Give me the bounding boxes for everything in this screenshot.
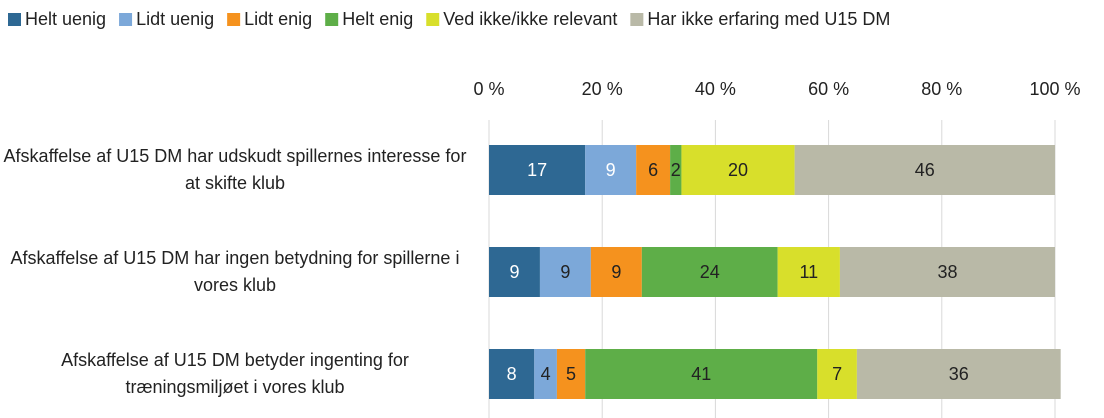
value-label: 8 [507, 364, 517, 384]
x-tick-label: 100 % [1029, 79, 1080, 99]
legend-label: Lidt uenig [136, 9, 214, 29]
bar-segment [777, 247, 840, 297]
x-tick-label: 20 % [582, 79, 623, 99]
legend-swatch [325, 13, 339, 26]
bar-segment [670, 145, 682, 195]
bar-segment [489, 349, 535, 399]
bar-segment [585, 145, 637, 195]
bar-segment [489, 247, 540, 297]
bar-segment [794, 145, 1055, 195]
legend-label: Helt uenig [25, 9, 106, 29]
value-label: 5 [566, 364, 576, 384]
value-label: 46 [915, 160, 935, 180]
x-tick-label: 60 % [808, 79, 849, 99]
bar-segment [590, 247, 642, 297]
legend-label: Helt enig [342, 9, 413, 29]
value-label: 17 [527, 160, 547, 180]
bar-segment [489, 145, 586, 195]
bar-segment [556, 349, 586, 399]
y-tick-label: Afskaffelse af U15 DM har ingen betydnin… [10, 248, 460, 295]
value-label: 36 [949, 364, 969, 384]
value-label: 7 [832, 364, 842, 384]
y-tick-label: Afskaffelse af U15 DM betyder ingenting … [61, 350, 409, 397]
x-tick-label: 0 % [473, 79, 504, 99]
bar-segment [856, 349, 1061, 399]
value-label: 41 [691, 364, 711, 384]
legend-swatch [426, 13, 440, 26]
value-label: 24 [700, 262, 720, 282]
value-label: 9 [611, 262, 621, 282]
value-label: 6 [648, 160, 658, 180]
x-tick-label: 80 % [921, 79, 962, 99]
value-label: 9 [509, 262, 519, 282]
y-tick-label: Afskaffelse af U15 DM har udskudt spille… [3, 146, 467, 193]
value-label: 4 [541, 364, 551, 384]
bar-segment [585, 349, 818, 399]
bar-segment [534, 349, 557, 399]
bar-segment [641, 247, 778, 297]
legend-swatch [119, 13, 133, 26]
legend-swatch [630, 13, 644, 26]
value-label: 2 [671, 160, 681, 180]
bar-segment [839, 247, 1055, 297]
value-label: 9 [606, 160, 616, 180]
bar-segment [681, 145, 795, 195]
x-tick-label: 40 % [695, 79, 736, 99]
legend-swatch [227, 13, 241, 26]
bar-segment [817, 349, 857, 399]
value-label: 9 [560, 262, 570, 282]
legend-label: Har ikke erfaring med U15 DM [647, 9, 890, 29]
legend-swatch [8, 13, 21, 26]
legend-label: Lidt enig [244, 9, 312, 29]
value-label: 11 [799, 262, 818, 282]
bar-segment [539, 247, 591, 297]
legend-label: Ved ikke/ikke relevant [443, 9, 617, 29]
value-label: 38 [937, 262, 957, 282]
bar-segment [636, 145, 671, 195]
value-label: 20 [728, 160, 748, 180]
